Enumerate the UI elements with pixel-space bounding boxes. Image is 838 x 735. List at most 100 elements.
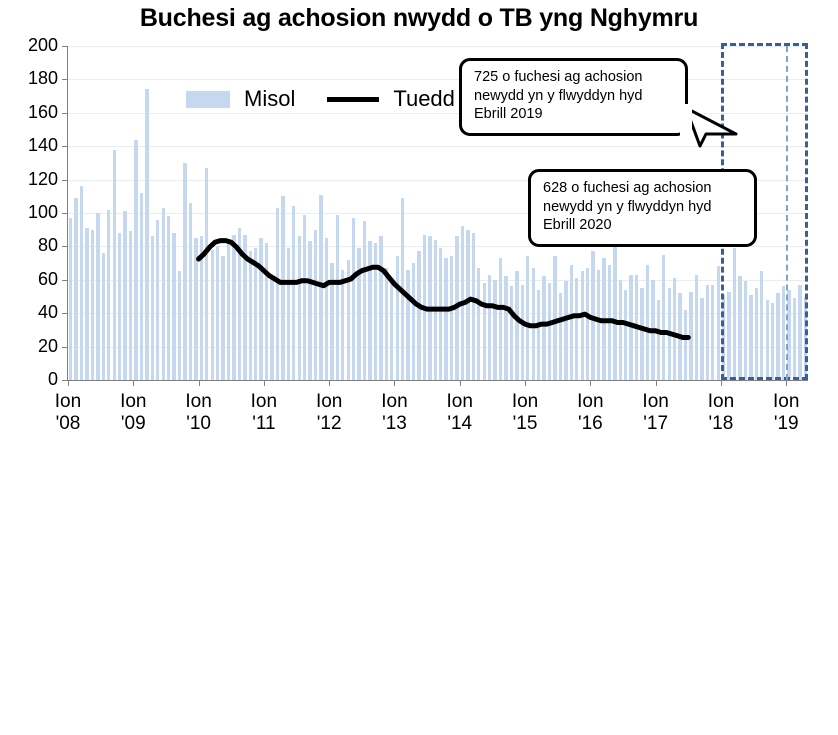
x-axis-tick-label: Ion '18	[686, 391, 756, 435]
x-axis-tick-label-year: '13	[382, 413, 407, 434]
bar	[237, 228, 242, 380]
bar	[520, 284, 524, 380]
y-axis-tick-label: 120	[27, 168, 58, 189]
bar	[662, 254, 666, 380]
bar	[139, 192, 144, 380]
bar	[221, 256, 225, 380]
x-axis-tick-label-year: '20	[817, 413, 838, 435]
x-axis-tick-label-month: Ion	[120, 391, 147, 412]
x-axis-tick-mark	[525, 380, 527, 386]
x-axis-line	[67, 380, 808, 381]
x-axis-tick-label-year: '15	[512, 413, 538, 434]
x-axis-tick-label: Ion '11	[229, 391, 299, 435]
bar	[362, 221, 367, 380]
bar	[526, 256, 530, 380]
gridline	[68, 346, 808, 348]
bar	[417, 251, 421, 380]
y-axis-tick-mark	[62, 112, 68, 114]
x-axis-tick-label-year: '10	[186, 413, 211, 434]
x-axis-tick-label-month: Ion	[54, 391, 82, 412]
x-axis-tick-label: Ion '15	[490, 391, 560, 435]
bar	[449, 256, 454, 380]
bar	[673, 278, 677, 380]
x-axis-tick-label-month: Ion	[577, 391, 604, 412]
x-axis-tick-label: Ion '16	[555, 391, 625, 435]
gridline	[68, 179, 808, 181]
bar	[564, 281, 568, 380]
bar	[776, 293, 780, 380]
x-axis-tick-label-month: Ion	[315, 391, 343, 412]
gridline	[68, 246, 808, 248]
bar	[569, 264, 573, 380]
x-axis-tick-label-year: '08	[55, 413, 81, 434]
annotation-callout-2020: 628 o fuchesi ag achosion newydd yn y fl…	[528, 169, 757, 247]
callout-2019-line1: 725 o fuchesi ag achosion	[474, 69, 643, 85]
bar	[123, 211, 127, 380]
bar	[765, 299, 769, 380]
legend-swatch-line-icon	[327, 96, 380, 102]
bar	[254, 248, 258, 380]
y-axis-tick-label: 20	[37, 335, 58, 356]
x-axis-tick-label-year: '18	[708, 413, 734, 434]
chart-legend: Misol Tuedd	[186, 86, 455, 112]
bar	[128, 231, 133, 380]
bar	[85, 228, 89, 380]
x-axis-tick-mark	[68, 380, 69, 386]
bar	[509, 286, 514, 380]
bar	[716, 266, 720, 380]
x-axis-tick-label: Ion '19	[751, 391, 821, 435]
bar	[74, 197, 78, 380]
y-axis-tick-mark	[62, 380, 68, 381]
x-axis-tick-label-month: Ion	[381, 391, 408, 412]
x-axis-tick-label-year: '16	[577, 413, 603, 434]
bar	[596, 269, 601, 380]
gridline	[68, 79, 808, 81]
bar	[324, 238, 329, 380]
bar	[613, 229, 617, 380]
x-axis-tick-label-month: Ion	[446, 391, 473, 412]
bar	[259, 238, 263, 380]
bar	[303, 214, 307, 380]
bar	[69, 218, 73, 380]
legend-swatch-bar-icon	[186, 90, 230, 108]
bar	[553, 256, 557, 380]
bar	[357, 248, 361, 380]
bar	[335, 214, 339, 380]
bar	[232, 234, 236, 380]
bar	[656, 299, 661, 380]
x-axis-tick-label: Ion '12	[294, 391, 364, 435]
y-axis-tick-mark	[62, 313, 68, 315]
bar	[264, 243, 269, 380]
bar	[694, 274, 699, 380]
x-axis-tick-label: Ion '17	[621, 391, 691, 435]
bar	[248, 251, 252, 380]
x-axis-tick-mark	[459, 380, 461, 386]
bar	[101, 253, 106, 380]
x-axis-tick-mark	[655, 380, 657, 386]
bar	[580, 271, 584, 380]
bar	[177, 271, 182, 380]
bar	[792, 298, 797, 380]
x-axis-tick-label-month: Ion	[817, 391, 838, 413]
bar	[760, 271, 764, 380]
bar	[275, 208, 280, 380]
callout-2019-line3: Ebrill 2019	[474, 106, 543, 122]
bar	[749, 294, 753, 380]
bar	[542, 276, 546, 380]
bar	[727, 291, 731, 380]
bar	[107, 209, 111, 380]
bar	[466, 229, 470, 380]
x-axis-tick-label-month: Ion	[250, 391, 278, 412]
callout-2020-line3: Ebrill 2020	[543, 217, 612, 233]
bar	[373, 243, 378, 380]
bar	[705, 284, 709, 380]
x-axis-tick-label: Ion '13	[359, 391, 429, 435]
y-axis-tick-label: 80	[37, 235, 58, 256]
y-axis-tick-label: 60	[37, 268, 58, 289]
callout-2019-tail-icon	[680, 104, 738, 148]
gridline	[68, 213, 808, 214]
bar	[585, 268, 590, 380]
y-axis-tick-mark	[62, 346, 68, 348]
x-axis-tick-mark	[720, 380, 722, 386]
bar	[787, 289, 791, 380]
